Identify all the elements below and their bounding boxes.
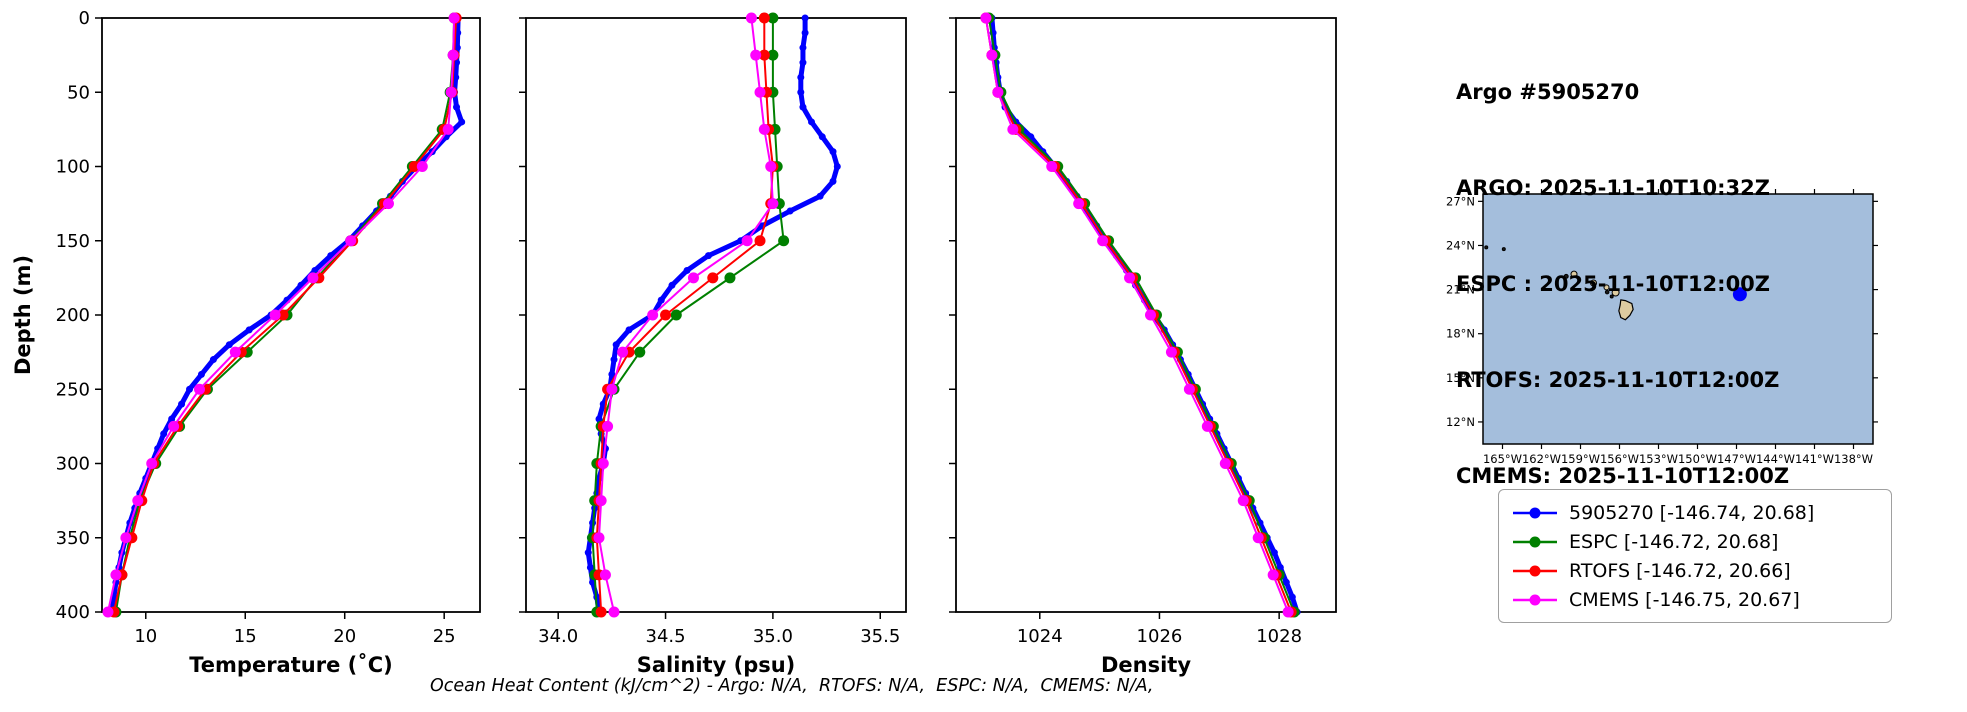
legend-item-espc: ESPC [-146.72, 20.68] — [1511, 527, 1879, 556]
temperature-series-cmems — [102, 12, 460, 618]
legend-label-espc: ESPC [-146.72, 20.68] — [1569, 530, 1779, 553]
density-xtick-label: 1026 — [1137, 626, 1183, 647]
density-series-espc — [983, 12, 1300, 618]
map-lat-tick-label: 18°N — [1446, 327, 1475, 341]
map-lon-tick-label: 144°W — [1756, 452, 1795, 466]
depth-tick-label: 300 — [56, 454, 90, 475]
map-lon-tick-label: 156°W — [1600, 452, 1639, 466]
salinity-xtick-label: 35.5 — [860, 626, 900, 647]
salinity-xtick-label: 34.5 — [646, 626, 686, 647]
salinity-xtick-label: 35.0 — [753, 626, 793, 647]
salinity-xtick-label: 34.0 — [538, 626, 578, 647]
temperature-panel: 10 15 20 25050100150200250300350400Temperat… — [56, 8, 481, 677]
salinity-panel: 34.0 34.5 35.0 35.5 Salinity (psu) — [519, 12, 907, 677]
temperature-xtick-label: 10 — [134, 626, 157, 647]
map-lon-tick-label: 162°W — [1522, 452, 1561, 466]
island-niihau — [1563, 273, 1569, 279]
depth-tick-label: 100 — [56, 157, 90, 178]
map-lon-tick-label: 153°W — [1639, 452, 1678, 466]
salinity-series-espc — [587, 12, 790, 618]
ohc-caption: Ocean Heat Content (kJ/cm^2) - Argo: N/A… — [430, 676, 1154, 696]
map-lon-tick-label: 141°W — [1795, 452, 1834, 466]
map-lat-tick-label: 24°N — [1446, 238, 1475, 252]
temperature-xtick-label: 20 — [333, 626, 356, 647]
depth-tick-label: 0 — [79, 8, 90, 29]
salinity-series-argo — [584, 14, 841, 616]
float-position-marker — [1732, 287, 1747, 302]
legend-item-argo: 5905270 [-146.74, 20.68] — [1511, 498, 1879, 527]
map-lon-tick-label: 159°W — [1561, 452, 1600, 466]
map-lon-tick-label: 165°W — [1483, 452, 1522, 466]
density-axis-title: Density — [1101, 653, 1191, 677]
map-lon-tick-label: 147°W — [1717, 452, 1756, 466]
header-block: Argo #5905270 ARGO: 2025-11-10T10:32Z ES… — [1456, 12, 1789, 524]
island-nihoa-speck — [1484, 245, 1489, 250]
depth-axis-label: Depth (m) — [11, 255, 35, 375]
argo-timestamp: ARGO: 2025-11-10T10:32Z — [1456, 176, 1770, 200]
legend-item-rtofs: RTOFS [-146.72, 20.66] — [1511, 556, 1879, 585]
legend: 5905270 [-146.74, 20.68] ESPC [-146.72, 2… — [1498, 489, 1892, 623]
depth-tick-label: 350 — [56, 528, 90, 549]
legend-marker-cmems — [1513, 594, 1557, 605]
salinity-axis-title: Salinity (psu) — [637, 653, 796, 677]
legend-label-rtofs: RTOFS [-146.72, 20.66] — [1569, 559, 1791, 582]
depth-tick-label: 200 — [56, 305, 90, 326]
map-lat-tick-label: 21°N — [1446, 283, 1475, 297]
island-oahu — [1590, 279, 1597, 287]
island-kahoolawe — [1609, 294, 1614, 299]
map-lat-tick-label: 15°N — [1446, 371, 1475, 385]
island-maui — [1611, 288, 1620, 297]
rtofs-timestamp: RTOFS: 2025-11-10T12:00Z — [1456, 368, 1780, 392]
depth-tick-label: 50 — [67, 82, 90, 103]
temperature-series-rtofs — [108, 12, 462, 618]
density-xtick-label: 1028 — [1256, 626, 1302, 647]
espc-timestamp: ESPC : 2025-11-10T12:00Z — [1456, 272, 1771, 296]
depth-tick-label: 250 — [56, 379, 90, 400]
temperature-axis-title: Temperature (˚C) — [189, 653, 392, 677]
map-lon-tick-label: 150°W — [1678, 452, 1717, 466]
density-series-cmems — [980, 12, 1294, 618]
location-map: 165°W 162°W 159°W 156°W 153°W 150°W 147°W 144°W… — [1446, 189, 1878, 466]
legend-marker-espc — [1513, 536, 1557, 547]
temperature-xtick-label: 15 — [234, 626, 257, 647]
float-title: Argo #5905270 — [1456, 80, 1640, 104]
legend-marker-argo — [1513, 507, 1557, 518]
island-necker-speck — [1501, 247, 1506, 252]
density-xtick-label: 1024 — [1017, 626, 1063, 647]
legend-label-cmems: CMEMS [-146.75, 20.67] — [1569, 588, 1800, 611]
map-lon-tick-label: 138°W — [1834, 452, 1873, 466]
map-lat-tick-label: 27°N — [1446, 194, 1475, 208]
island-hawaii-big-island — [1618, 299, 1634, 321]
depth-tick-label: 400 — [56, 602, 90, 623]
legend-label-argo: 5905270 [-146.74, 20.68] — [1569, 501, 1815, 524]
island-kauai — [1570, 270, 1578, 278]
salinity-axes-frame — [525, 17, 907, 613]
map-lat-tick-label: 12°N — [1446, 415, 1475, 429]
temperature-xtick-label: 25 — [433, 626, 456, 647]
depth-tick-label: 150 — [56, 231, 90, 252]
island-lanai — [1604, 289, 1610, 295]
map-ocean — [1482, 193, 1874, 445]
density-series-rtofs — [980, 12, 1297, 618]
legend-marker-rtofs — [1513, 565, 1557, 576]
salinity-series-cmems — [593, 12, 779, 618]
density-panel: 1024 1026 1028 Density — [949, 12, 1337, 677]
salinity-series-rtofs — [591, 12, 779, 618]
cmems-timestamp: CMEMS: 2025-11-10T12:00Z — [1456, 464, 1790, 488]
legend-item-cmems: CMEMS [-146.75, 20.67] — [1511, 585, 1879, 614]
